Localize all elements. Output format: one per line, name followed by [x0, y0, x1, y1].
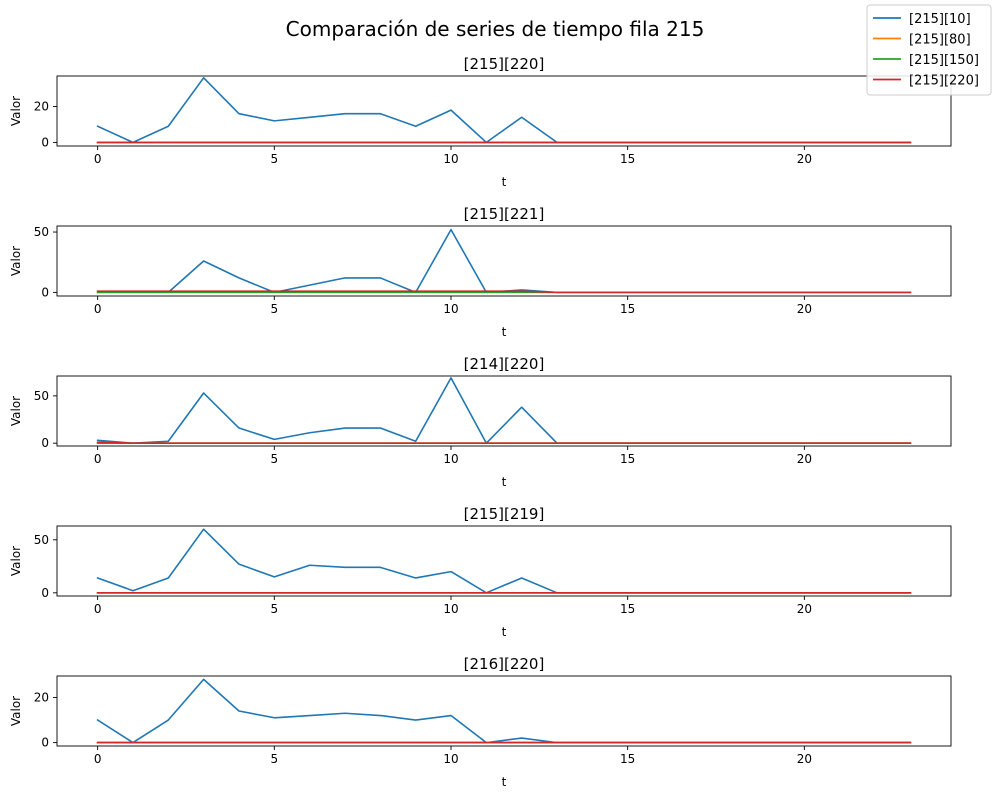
y-tick-label: 0: [41, 436, 49, 450]
x-tick-label: 10: [443, 302, 458, 316]
y-axis-label: Valor: [9, 96, 23, 126]
x-tick-label: 15: [620, 602, 635, 616]
y-tick-label: 0: [41, 586, 49, 600]
legend-label: [215][150]: [909, 53, 979, 68]
subplot-title: [215][221]: [464, 205, 545, 223]
x-tick-label: 0: [94, 602, 102, 616]
subplot-3: [214][220] 0 5 10 15 20 0 50 t Valor: [9, 355, 952, 489]
legend-label: [215][10]: [909, 12, 971, 27]
legend-box: [866, 4, 992, 96]
subplot-title: [215][220]: [464, 55, 545, 73]
x-tick-label: 0: [94, 452, 102, 466]
y-tick-label: 20: [34, 690, 49, 704]
x-tick-label: 15: [620, 452, 635, 466]
x-tick-label: 20: [797, 602, 812, 616]
series-group: [96, 228, 912, 294]
y-axis-label: Valor: [9, 546, 23, 576]
y-tick-label: 50: [34, 225, 49, 239]
x-tick-label: 20: [797, 452, 812, 466]
y-tick-label: 50: [34, 533, 49, 547]
y-tick-label: 50: [34, 389, 49, 403]
subplot-4: [215][219] 0 5 10 15 20 0 50 t Valor: [9, 505, 952, 639]
subplot-1: [215][220] 0 5 10 15 20 0 20 t Valor: [9, 55, 952, 189]
x-tick-label: 20: [797, 302, 812, 316]
x-tick-label: 20: [797, 752, 812, 766]
subplot-title: [214][220]: [464, 355, 545, 373]
x-tick-label: 10: [443, 452, 458, 466]
x-axis-label: t: [502, 175, 507, 189]
x-axis-label: t: [502, 325, 507, 339]
subplot-title: [216][220]: [464, 655, 545, 673]
series-group: [96, 76, 912, 144]
x-tick-label: 5: [270, 452, 278, 466]
x-axis-label: t: [502, 775, 507, 789]
subplot-title: [215][219]: [464, 505, 545, 523]
x-tick-label: 10: [443, 602, 458, 616]
x-tick-label: 20: [797, 152, 812, 166]
axes-frame: [56, 75, 952, 147]
x-tick-label: 10: [443, 152, 458, 166]
x-tick-label: 15: [620, 752, 635, 766]
legend: [215][10] [215][80] [215][150] [215][220]: [866, 4, 992, 96]
y-axis-label: Valor: [9, 246, 23, 276]
y-axis-label: Valor: [9, 396, 23, 426]
subplot-2: [215][221] 0 5 10 15 20 0 50 t Valor: [9, 205, 952, 339]
legend-label: [215][80]: [909, 33, 971, 48]
subplot-5: [216][220] 0 5 10 15 20 0 20 t Valor: [9, 655, 952, 789]
subplot-grid: [215][220] 0 5 10 15 20 0 20 t Valor [215][221] 0 5 1…: [9, 55, 952, 789]
x-axis-label: t: [502, 625, 507, 639]
series-group: [96, 678, 912, 744]
series-line-[215][220]: [96, 441, 912, 444]
legend-label: [215][220]: [909, 74, 979, 89]
x-tick-label: 0: [94, 302, 102, 316]
x-tick-label: 10: [443, 752, 458, 766]
series-group: [96, 377, 912, 444]
y-tick-label: 0: [41, 736, 49, 750]
y-tick-label: 0: [41, 285, 49, 299]
axes-frame: [56, 225, 952, 297]
x-axis-label: t: [502, 475, 507, 489]
x-tick-label: 5: [270, 752, 278, 766]
y-axis-label: Valor: [9, 696, 23, 726]
axes-frame: [56, 525, 952, 597]
axes-frame: [56, 675, 952, 747]
y-tick-label: 0: [41, 135, 49, 149]
x-tick-label: 15: [620, 152, 635, 166]
figure-title: Comparación de series de tiempo fila 215: [286, 17, 705, 41]
x-tick-label: 5: [270, 602, 278, 616]
x-tick-label: 5: [270, 302, 278, 316]
series-line-[215][220]: [96, 290, 912, 294]
x-tick-label: 0: [94, 152, 102, 166]
x-tick-label: 5: [270, 152, 278, 166]
axes-frame: [56, 375, 952, 447]
series-group: [96, 528, 912, 594]
x-tick-label: 0: [94, 752, 102, 766]
x-tick-label: 15: [620, 302, 635, 316]
y-tick-label: 20: [34, 100, 49, 114]
